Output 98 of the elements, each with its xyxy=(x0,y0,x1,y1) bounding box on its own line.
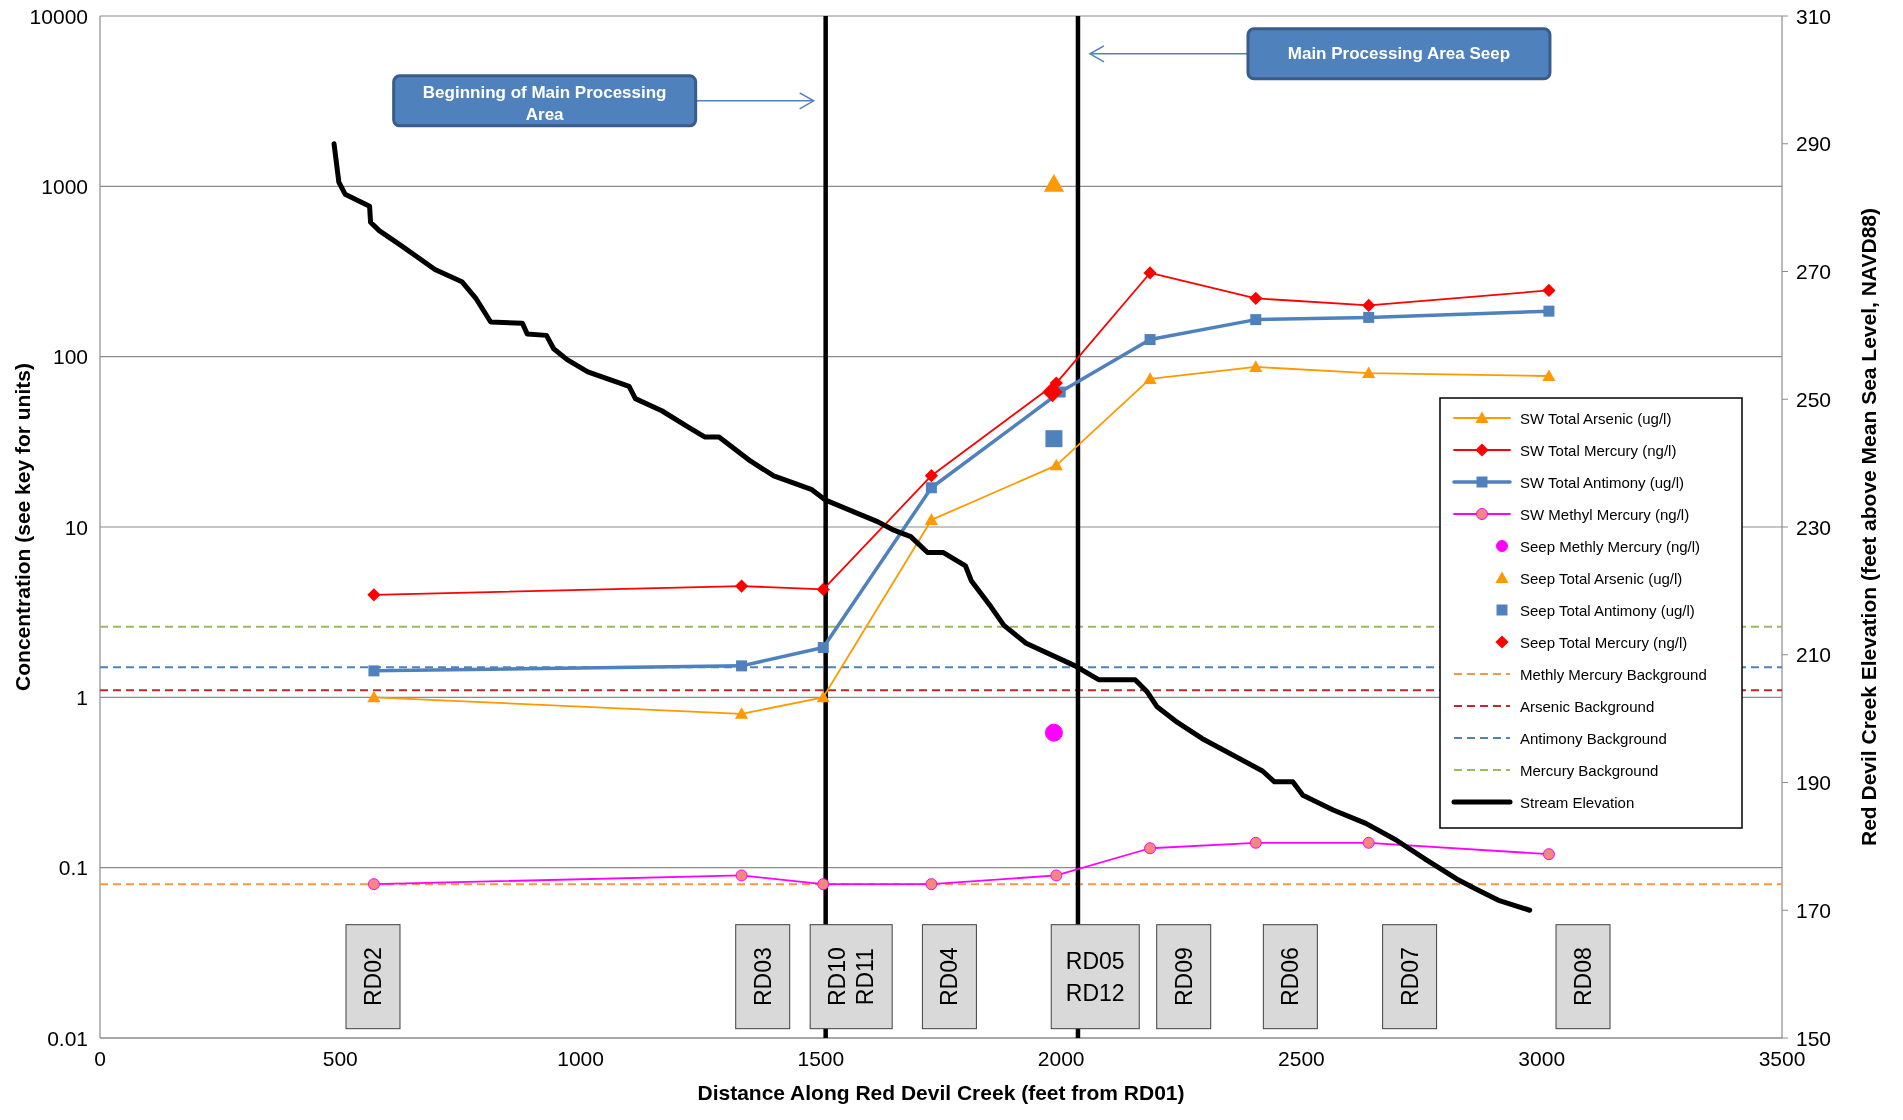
point xyxy=(734,579,749,593)
point xyxy=(736,660,748,672)
legend-label: SW Total Antimony (ug/l) xyxy=(1520,473,1684,491)
x-tick-label: 2500 xyxy=(1278,1047,1325,1070)
x-tick-label: 3500 xyxy=(1758,1047,1806,1070)
point xyxy=(925,482,937,494)
annotation: RD03 xyxy=(749,947,776,1007)
point xyxy=(1363,311,1375,323)
site-label-box: RD09 xyxy=(1156,924,1212,1030)
point xyxy=(1249,360,1263,372)
point xyxy=(1362,366,1376,379)
point xyxy=(1249,291,1263,305)
point xyxy=(924,469,938,483)
annotation: RD08 xyxy=(1570,947,1597,1007)
point xyxy=(817,642,829,654)
site-label-box: RD06 xyxy=(1262,924,1318,1030)
point xyxy=(925,878,938,891)
y-tick-label: 0.1 xyxy=(58,856,88,880)
y-axis-title: Concentration (see key for units) xyxy=(11,363,34,691)
site-label-box: RD08 xyxy=(1555,924,1611,1030)
y2-tick-label: 150 xyxy=(1796,1026,1832,1050)
annotation: RD07 xyxy=(1396,947,1423,1007)
y2-tick-label: 170 xyxy=(1796,898,1832,922)
point xyxy=(1042,381,1063,403)
y-tick-label: 10 xyxy=(64,515,88,539)
annotation: RD05 RD12 xyxy=(1065,947,1125,1006)
y-tick-label: 1000 xyxy=(41,174,88,198)
legend-label: Seep Total Arsenic (ug/l) xyxy=(1520,569,1683,587)
point xyxy=(1043,173,1065,192)
legend-label: SW Methyl Mercury (ng/l) xyxy=(1520,505,1690,523)
x-tick-label: 3000 xyxy=(1518,1047,1566,1070)
x-tick-label: 2000 xyxy=(1037,1047,1085,1070)
point xyxy=(734,707,749,719)
point xyxy=(1050,869,1063,882)
legend-label: SW Total Arsenic (ug/l) xyxy=(1520,409,1672,427)
site-label-box: RD03 xyxy=(735,924,791,1030)
point xyxy=(1143,372,1157,384)
point xyxy=(367,588,381,602)
y-tick-label: 0.01 xyxy=(47,1026,88,1050)
point xyxy=(735,869,748,882)
point xyxy=(1044,723,1063,742)
y-tick-label: 100 xyxy=(52,345,88,369)
point xyxy=(1362,298,1376,312)
site-label-box: RD07 xyxy=(1382,924,1438,1030)
point xyxy=(1250,314,1262,326)
site-label-box: RD10 RD11 xyxy=(809,924,893,1030)
point xyxy=(816,582,830,597)
legend-label: Mercury Background xyxy=(1520,761,1659,779)
annotation: Beginning of Main Processing Area xyxy=(422,83,667,125)
x-tick-label: 500 xyxy=(322,1047,358,1070)
point xyxy=(1249,836,1262,849)
x-tick-label: 1500 xyxy=(797,1047,845,1070)
y-tick-label: 1 xyxy=(76,685,88,709)
legend-label: Seep Methly Mercury (ng/l) xyxy=(1520,537,1701,555)
annotation: RD04 xyxy=(936,947,963,1007)
point xyxy=(924,513,938,525)
site-label-box: RD04 xyxy=(921,924,977,1030)
point xyxy=(1542,283,1556,297)
y2-tick-label: 310 xyxy=(1796,4,1832,28)
legend-label: Arsenic Background xyxy=(1520,697,1655,715)
annotation: RD06 xyxy=(1277,947,1304,1007)
legend-label: Methly Mercury Background xyxy=(1520,665,1707,683)
point xyxy=(1542,848,1555,861)
point xyxy=(1362,836,1375,849)
x-tick-label: 1000 xyxy=(557,1047,604,1070)
y-tick-label: 10000 xyxy=(29,4,88,28)
point xyxy=(1144,334,1156,346)
x-axis-title: Distance Along Red Devil Creek (feet from RD01) xyxy=(697,1081,1185,1104)
site-label-box: RD02 xyxy=(345,924,401,1030)
annotation: RD02 xyxy=(359,947,386,1007)
y2-tick-label: 190 xyxy=(1796,771,1832,794)
x-tick-label: 0 xyxy=(94,1047,106,1070)
point xyxy=(1143,266,1157,280)
legend-label: Antimony Background xyxy=(1520,729,1667,747)
y2-tick-label: 270 xyxy=(1796,260,1832,283)
point xyxy=(1542,369,1556,381)
point xyxy=(1144,842,1157,855)
legend-label: Seep Total Antimony (ug/l) xyxy=(1520,601,1695,619)
point xyxy=(367,878,380,891)
legend-label: SW Total Mercury (ng/l) xyxy=(1520,441,1677,459)
y2-tick-label: 210 xyxy=(1796,643,1832,667)
legend-label: Stream Elevation xyxy=(1520,793,1635,811)
annotation: RD09 xyxy=(1170,947,1197,1007)
y2-tick-label: 290 xyxy=(1796,132,1832,156)
annotation: Main Processing Area Seep xyxy=(1287,44,1511,64)
y2-tick-label: 250 xyxy=(1796,387,1832,411)
point xyxy=(1543,305,1555,317)
point xyxy=(1045,430,1063,448)
point xyxy=(367,690,381,703)
y2-tick-label: 230 xyxy=(1796,515,1832,539)
point xyxy=(368,665,380,677)
point xyxy=(1049,458,1063,471)
site-label-box: RD05 RD12 xyxy=(1050,924,1140,1030)
point xyxy=(817,878,830,891)
annotation: RD10 RD11 xyxy=(824,947,879,1007)
y2-axis-title: Red Devil Creek Elevation (feet above Mean Sea Level, NAVD88) xyxy=(1857,207,1880,847)
point xyxy=(816,690,830,703)
legend-label: Seep Total Mercury (ng/l) xyxy=(1520,633,1688,651)
